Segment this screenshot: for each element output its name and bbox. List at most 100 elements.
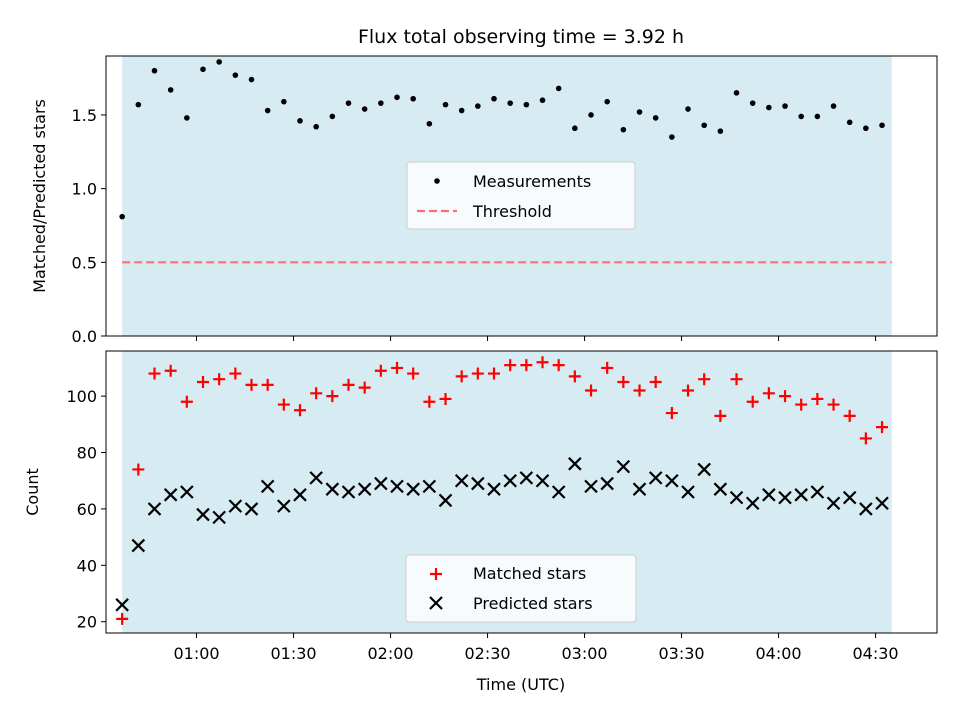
predicted-star-point [180, 485, 194, 499]
predicted-star-point [568, 457, 582, 471]
predicted-star-point [277, 499, 291, 513]
matched-star-point [294, 404, 307, 417]
predicted-star-point [778, 490, 792, 505]
measurement-point [394, 94, 400, 101]
measurement-point [636, 109, 643, 115]
measurement-point [669, 134, 675, 140]
predicted-star-point [438, 493, 453, 508]
predicted-star-point [115, 598, 129, 612]
predicted-star-point [357, 482, 372, 496]
matched-star-point [326, 390, 339, 403]
predicted-star-point [648, 471, 663, 485]
predicted-star-point [390, 479, 404, 494]
measurement-point [588, 112, 594, 118]
top-x-ticks [196, 336, 877, 341]
matched-star-point [552, 359, 565, 372]
matched-star-point [811, 392, 824, 405]
bottom-xlabel: Time (UTC) [476, 675, 565, 694]
predicted-star-point [616, 459, 631, 474]
measurement-point [846, 119, 853, 126]
matched-star-point [358, 381, 371, 394]
measurement-point [830, 103, 837, 109]
predicted-star-point [729, 490, 744, 505]
measurement-point [232, 72, 239, 78]
measurement-point [798, 113, 804, 120]
measurement-point [151, 67, 158, 74]
legend-predicted-marker [429, 596, 443, 610]
measurement-point [749, 100, 756, 106]
bottom-ytick-label: 100 [66, 387, 97, 406]
predicted-star-point [519, 471, 534, 485]
matched-star-point [504, 359, 517, 372]
legend-measurements-marker [434, 178, 440, 184]
predicted-star-point [309, 471, 323, 485]
predicted-star-point [422, 479, 437, 494]
matched-star-point [762, 387, 775, 400]
matched-star-point [164, 364, 177, 377]
predicted-star-point [875, 496, 889, 511]
matched-star-point [682, 384, 695, 397]
bottom-ytick-label: 80 [77, 444, 97, 463]
measurement-point [313, 123, 319, 130]
measurement-point [572, 125, 578, 132]
matched-star-point [261, 378, 274, 391]
bottom-xtick-label: 04:00 [756, 644, 802, 663]
top-ytick-label: 1.5 [72, 106, 97, 125]
bottom-xtick-label: 01:30 [270, 644, 316, 663]
top-y-ticks: 0.0 0.5 1.0 1.5 [72, 106, 106, 346]
bottom-xtick-label: 01:00 [173, 644, 219, 663]
predicted-star-point [471, 476, 485, 491]
matched-star-point [585, 384, 598, 397]
legend-measurements-label: Measurements [473, 172, 591, 191]
top-panel: 0.0 0.5 1.0 1.5 Flux total observing time =… [30, 26, 938, 346]
measurement-point [410, 95, 416, 102]
measurement-point [167, 87, 174, 93]
measurement-point [442, 101, 449, 108]
predicted-star-point [713, 482, 728, 496]
bottom-panel: 20 40 60 80 100 01:00 01:30 02:00 02:30 03:00 03:… [23, 350, 938, 694]
bottom-y-ticks: 20 40 60 80 100 [66, 387, 106, 632]
top-legend-box [406, 161, 636, 230]
predicted-star-point [697, 462, 711, 477]
measurement-point [814, 113, 821, 120]
measurement-point [733, 90, 740, 96]
matched-star-point [779, 390, 792, 403]
measurement-point [555, 85, 562, 92]
measurement-point [766, 104, 772, 111]
measurement-point [426, 120, 433, 127]
legend-predicted-label: Predicted stars [473, 594, 593, 613]
top-measurement-points [119, 59, 885, 220]
matched-star-point [827, 398, 840, 411]
measurement-point [345, 100, 352, 106]
measurement-point [685, 106, 691, 112]
measurement-point [604, 98, 610, 105]
measurement-point [184, 115, 190, 121]
legend-threshold-label: Threshold [472, 202, 552, 221]
predicted-star-point [503, 473, 517, 488]
matched-star-point [213, 373, 226, 386]
matched-star-point [148, 367, 161, 380]
matched-star-point [277, 398, 290, 411]
matched-star-point [730, 373, 743, 386]
matched-star-point [374, 364, 387, 377]
predicted-star-point [374, 476, 388, 491]
bottom-xtick-label: 04:30 [853, 644, 899, 663]
top-title: Flux total observing time = 3.92 h [358, 26, 684, 48]
top-ytick-label: 0.0 [72, 327, 97, 346]
top-ytick-label: 1.0 [72, 180, 97, 199]
predicted-star-point [842, 490, 857, 505]
measurement-point [539, 97, 546, 104]
bottom-x-ticks: 01:00 01:30 02:00 02:30 03:00 03:30 04:00 04:30 [173, 633, 899, 663]
measurement-point [119, 213, 125, 220]
measurement-point [475, 103, 481, 109]
bottom-legend-box [405, 554, 637, 623]
bottom-ylabel: Count [23, 468, 42, 516]
predicted-star-point [681, 485, 695, 499]
measurement-point [264, 107, 271, 114]
matched-star-point [342, 378, 355, 391]
matched-star-point [471, 367, 484, 380]
predicted-star-point [131, 538, 146, 553]
bottom-axes-frame [105, 350, 938, 634]
predicted-star-point [665, 473, 679, 488]
